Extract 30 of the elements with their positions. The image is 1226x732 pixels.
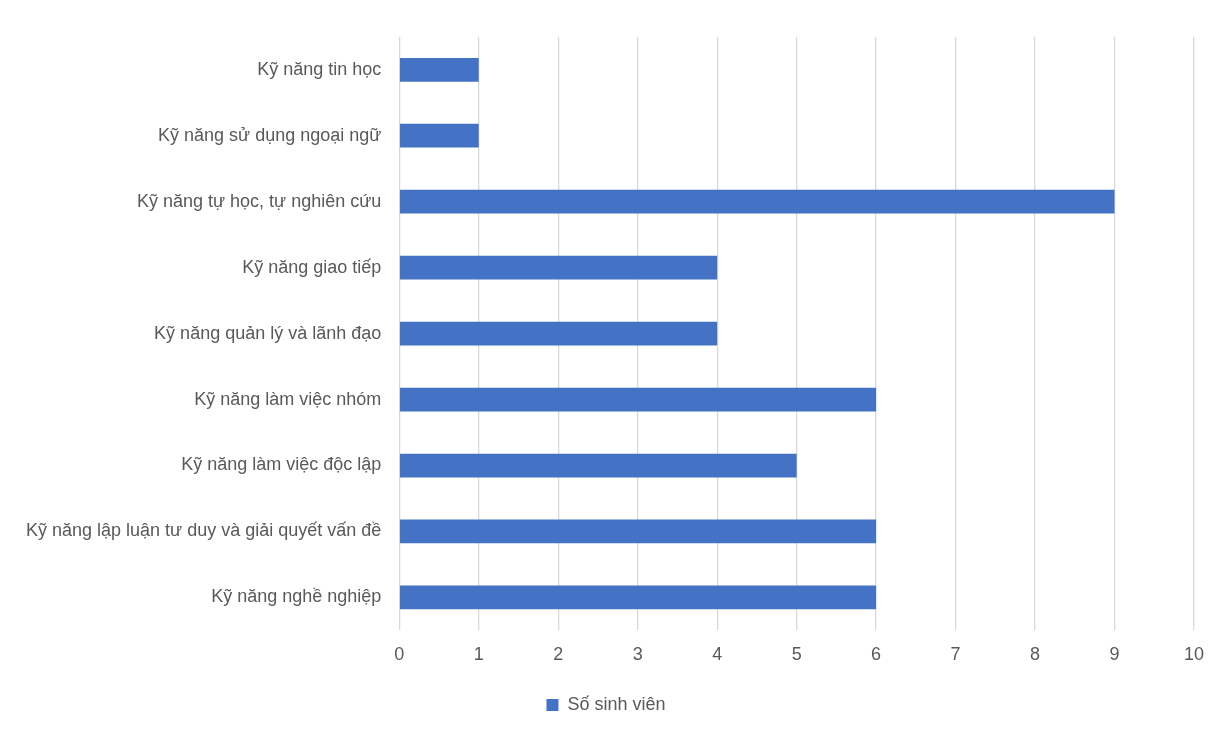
x-tick-label: 3 bbox=[632, 644, 643, 665]
bar bbox=[399, 57, 479, 82]
y-tick-label: Kỹ năng lập luận tư duy và giải quyết vấn đề bbox=[25, 520, 382, 541]
x-tick-label: 7 bbox=[950, 644, 961, 665]
x-tick-label: 9 bbox=[1109, 644, 1120, 665]
bar bbox=[399, 519, 877, 544]
x-tick-label: 10 bbox=[1183, 644, 1204, 665]
legend-label: Số sinh viên bbox=[567, 693, 666, 714]
y-tick-label: Kỹ năng sử dụng ngoại ngữ bbox=[158, 124, 382, 145]
y-tick-label: Kỹ năng quản lý và lãnh đạo bbox=[154, 322, 382, 343]
x-tick-label: 4 bbox=[712, 644, 723, 665]
x-tick-label: 1 bbox=[473, 644, 484, 665]
bar bbox=[399, 321, 718, 346]
y-tick-label: Kỹ năng tin học bbox=[257, 58, 382, 79]
y-tick-label: Kỹ năng tự học, tự nghiên cứu bbox=[136, 190, 382, 211]
x-tick-label: 6 bbox=[871, 644, 882, 665]
y-tick-label: Kỹ năng nghề nghiệp bbox=[211, 586, 382, 607]
x-tick-label: 2 bbox=[553, 644, 564, 665]
x-tick-label: 0 bbox=[394, 644, 405, 665]
bar bbox=[399, 585, 877, 610]
bar bbox=[399, 255, 718, 280]
y-tick-label: Kỹ năng làm việc độc lập bbox=[181, 454, 382, 475]
y-tick-label: Kỹ năng giao tiếp bbox=[242, 256, 382, 277]
bar bbox=[399, 189, 1115, 214]
bar bbox=[399, 123, 479, 148]
x-tick-label: 8 bbox=[1030, 644, 1041, 665]
y-tick-label: Kỹ năng làm việc nhóm bbox=[194, 388, 382, 409]
x-tick-label: 5 bbox=[791, 644, 802, 665]
bar bbox=[399, 387, 877, 412]
bar bbox=[399, 453, 797, 478]
